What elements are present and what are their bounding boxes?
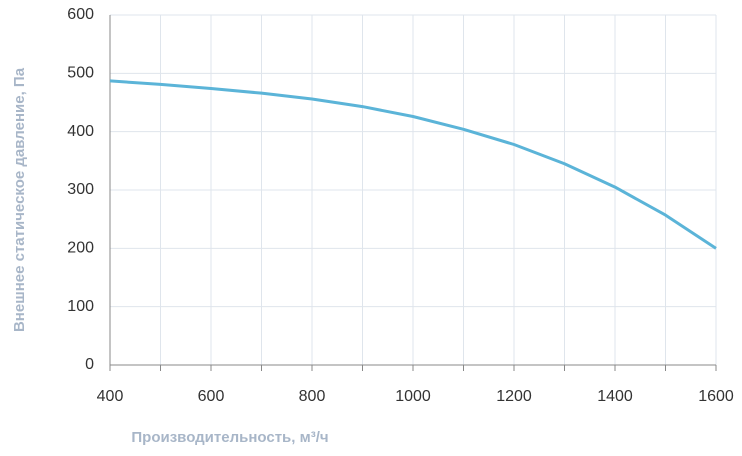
y-tick-label: 400 — [67, 123, 94, 140]
x-axis-label: Производительность, м³/ч — [131, 429, 328, 446]
x-tick-label: 800 — [299, 388, 326, 405]
x-tick-label: 600 — [198, 388, 225, 405]
y-tick-label: 300 — [67, 181, 94, 198]
y-tick-label: 100 — [67, 298, 94, 315]
data-line — [109, 79, 717, 250]
x-tick-label: 1600 — [698, 388, 734, 405]
y-axis-label: Внешнее статическое давление, Па — [11, 67, 28, 332]
x-tick-label: 1200 — [496, 388, 532, 405]
x-tick-label: 400 — [97, 388, 124, 405]
y-tick-label: 0 — [85, 356, 94, 373]
y-tick-label: 500 — [67, 65, 94, 82]
x-tick-label: 1000 — [395, 388, 431, 405]
y-tick-label: 600 — [67, 6, 94, 23]
y-tick-label: 200 — [67, 240, 94, 257]
x-tick-label: 1400 — [597, 388, 633, 405]
